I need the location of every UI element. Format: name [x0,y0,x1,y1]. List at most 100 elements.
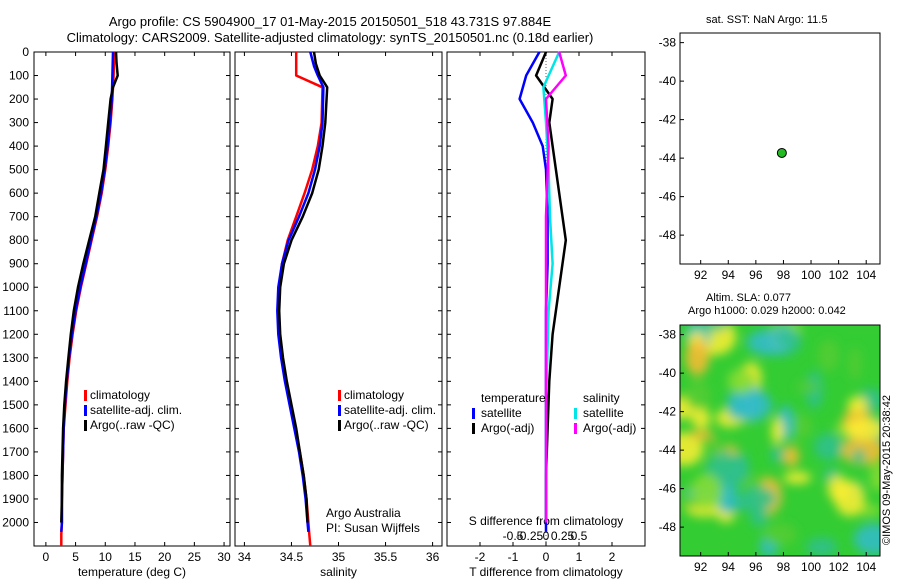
y-tick-label: 2000 [2,515,29,529]
credit-label: Argo Australia [326,506,401,520]
x-tick-label: 35 [332,550,346,564]
x-axis-label: temperature (deg C) [78,565,186,579]
y-tick-label: 1900 [2,492,29,506]
sla-anomaly-patch [680,432,704,466]
legend-label: climatology [344,388,404,402]
map-x-tick-label: 96 [749,268,763,282]
sla-anomaly-patch [728,388,773,422]
x-axis-label: salinity [320,565,357,579]
sla-frame [679,324,881,557]
sla-anomaly-patch [788,413,813,440]
sla-anomaly-patch [814,433,843,461]
y-tick-label: 400 [9,139,29,153]
y-tick-label: 200 [9,92,29,106]
map-x-tick-label: 104 [856,268,876,282]
sla-anomaly-patch [869,462,880,492]
legend-label: satellite [583,406,624,420]
legend-swatch [472,408,475,419]
sla-anomaly-patch [796,380,820,393]
sla-x-tick-label: 102 [829,560,849,574]
y-tick-label: 500 [9,163,29,177]
y-tick-label: 1600 [2,421,29,435]
x-tick-label: 20 [158,550,172,564]
y-tick-label: 800 [9,233,29,247]
float-position-marker [776,147,787,158]
x-tick-label: 0 [543,550,550,564]
x-tick-label: 10 [99,550,113,564]
sla-anomaly-patch [783,471,812,485]
sla-field [680,325,880,556]
panel-frame-salinity [234,51,443,547]
panel-frame-temperature [33,51,231,547]
figure-title-line-2: Climatology: CARS2009. Satellite-adjuste… [66,30,594,45]
x-tick-label: 36 [426,550,440,564]
x-tick-label-salinity: -0.5 [503,529,524,543]
sla-y-tick-label: -42 [659,405,677,419]
x-tick-label: 0 [43,550,50,564]
sla-x-tick-label: 92 [694,560,708,574]
legend-swatch [84,420,87,431]
map-x-tick-label: 102 [829,268,849,282]
sla-anomaly-patch [851,449,867,464]
y-tick-label: 300 [9,116,29,130]
y-tick-label: 900 [9,257,29,271]
x-tick-label: 1 [576,550,583,564]
sla-anomaly-patch [709,441,731,453]
legend-label: Argo(-adj) [583,421,636,435]
legend-swatch [574,423,577,434]
sla-y-tick-label: -44 [659,443,677,457]
map-x-tick-label: 92 [694,268,708,282]
map-x-tick-label: 100 [801,268,821,282]
map-y-tick-label: -42 [659,113,677,127]
map-top-title: sat. SST: NaN Argo: 11.5 [706,14,828,26]
sla-y-tick-label: -40 [659,366,677,380]
sla-anomaly-patch [691,408,711,429]
sla-anomaly-patch [845,417,880,441]
y-tick-label: 1200 [2,327,29,341]
y-tick-label: 1000 [2,280,29,294]
x-tick-label: 5 [72,550,79,564]
x-tick-label-salinity: 0.5 [571,529,588,543]
y-tick-label: 0 [22,45,29,59]
legend-label: satellite-adj. clim. [344,403,436,417]
sla-anomaly-patch [806,537,838,556]
sla-title: Altim. SLA: 0.077 [706,292,791,304]
map-y-tick-label: -38 [659,36,677,50]
sla-subtitle: Argo h1000: 0.029 h2000: 0.042 [688,305,846,317]
sla-anomaly-patch [685,339,710,376]
map-x-tick-label: 94 [722,268,736,282]
legend-heading: salinity [583,391,620,405]
sla-anomaly-patch [783,445,800,467]
legend-swatch [84,390,87,401]
y-tick-label: 1500 [2,398,29,412]
map-y-tick-label: -46 [659,190,677,204]
legend-swatch [574,408,577,419]
sla-x-tick-label: 98 [777,560,791,574]
sla-x-tick-label: 94 [722,560,736,574]
sla-anomaly-patch [735,453,749,482]
sla-anomaly-patch [770,446,786,463]
x-tick-label: 2 [609,550,616,564]
y-tick-label: 100 [9,69,29,83]
y-tick-label: 600 [9,186,29,200]
x-tick-label: 35.5 [374,550,398,564]
y-tick-label: 700 [9,210,29,224]
sla-anomaly-patch [750,507,768,527]
series-line-argo-raw-qc- [60,51,119,523]
sla-anomaly-patch [696,325,729,332]
legend-label: satellite-adj. clim. [90,403,182,417]
series-line-temperature-argo-adj- [534,51,568,523]
legend-label: Argo(..raw -QC) [344,418,429,432]
series-line-climatology [60,51,116,546]
sla-anomaly-patch [727,368,757,395]
series-line-argo-raw-qc- [277,51,329,523]
x-tick-label: 15 [128,550,142,564]
x-tick-label: 34.5 [280,550,304,564]
sla-anomaly-patch [834,480,865,517]
sla-blobs [680,325,880,556]
x-tick-label: -2 [475,550,486,564]
figure-title-line-1: Argo profile: CS 5904900_17 01-May-2015 … [108,14,552,29]
sla-anomaly-patch [853,523,880,555]
legend-label: climatology [90,388,150,402]
